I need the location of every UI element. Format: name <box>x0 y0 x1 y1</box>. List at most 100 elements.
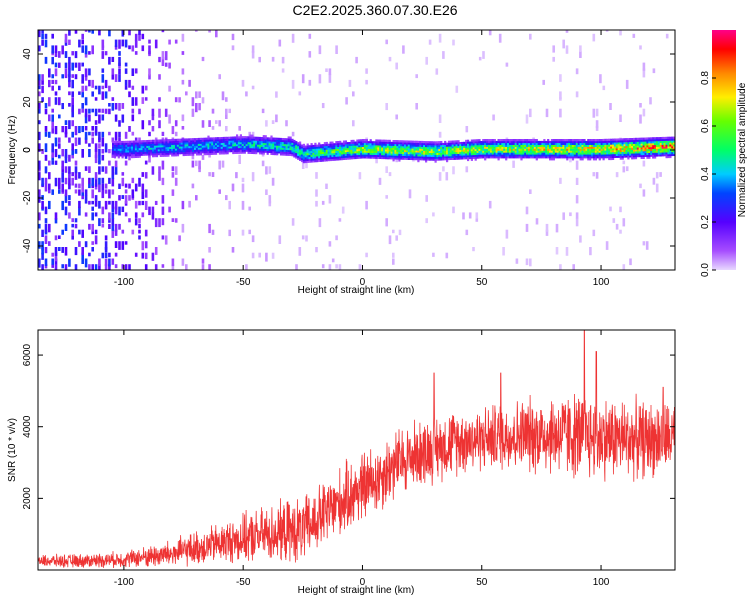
spectrogram-cell <box>507 142 510 145</box>
spectrogram-cell <box>142 151 145 154</box>
spectrogram-cell <box>549 152 552 155</box>
spectrogram-cell <box>654 152 657 155</box>
spectrogram-cell <box>381 149 384 152</box>
spectrogram-cell <box>104 143 108 153</box>
spectrogram-cell <box>153 151 157 154</box>
spectrogram-cell <box>419 140 422 144</box>
spectrogram-cell <box>173 150 176 153</box>
spectrogram-cell <box>442 150 445 153</box>
spectrogram-cell <box>293 151 296 154</box>
spectrogram-cell <box>392 143 395 146</box>
spectrogram-cell <box>113 140 117 144</box>
y-tick-label: 6000 <box>22 344 33 367</box>
spectrogram-cell <box>167 144 170 148</box>
spectrogram-cell <box>388 235 392 245</box>
spectrogram-cell <box>526 146 529 149</box>
spectrogram-cell <box>64 68 68 77</box>
spectrogram-cell <box>131 150 134 153</box>
spectrogram-cell <box>315 189 318 197</box>
spectrogram-cell <box>124 85 128 90</box>
spectrogram-cell <box>306 143 309 146</box>
spectrogram-cell <box>258 144 262 147</box>
spectrogram-cell <box>71 223 74 228</box>
spectrogram-cell <box>281 138 284 141</box>
spectrogram-cell <box>157 149 160 152</box>
spectrogram-cell <box>528 144 531 147</box>
spectrogram-cell <box>465 139 468 142</box>
spectrogram-cell <box>337 146 340 149</box>
spectrogram-cell <box>68 212 71 219</box>
spectrogram-cell <box>38 195 41 203</box>
spectrogram-cell <box>645 241 649 250</box>
spectrogram-cell <box>363 142 367 145</box>
spectrogram-cell <box>161 218 165 226</box>
spectrogram-cell <box>525 206 529 215</box>
spectrogram-cell <box>186 153 189 156</box>
spectrogram-cell <box>491 139 494 142</box>
spectrogram-cell <box>195 195 198 201</box>
spectrogram-cell <box>531 148 535 151</box>
spectrogram-cell <box>615 148 618 151</box>
spectrogram-y-label: Frequency (Hz) <box>7 116 18 185</box>
spectrogram-cell <box>415 144 418 147</box>
spectrogram-cell <box>491 152 494 155</box>
spectrogram-cell <box>425 158 428 161</box>
spectrogram-cell <box>101 39 105 48</box>
spectrogram-cell <box>161 131 165 136</box>
spectrogram-cell <box>247 145 250 149</box>
spectrogram-cell <box>570 150 573 153</box>
spectrogram-cell <box>476 139 479 142</box>
spectrogram-cell <box>451 152 454 155</box>
spectrogram-cell <box>171 218 175 222</box>
spectrogram-cell <box>289 153 292 156</box>
spectrogram-cell <box>474 145 477 148</box>
spectrogram-cell <box>131 85 135 90</box>
spectrogram-cell <box>417 158 420 161</box>
spectrogram-cell <box>51 56 54 65</box>
spectrogram-cell <box>325 149 328 152</box>
spectrogram-cell <box>501 146 504 149</box>
spectrogram-cell <box>438 158 441 161</box>
spectrogram-cell <box>44 33 48 39</box>
spectrogram-cell <box>98 154 101 163</box>
spectrogram-cell <box>133 146 136 149</box>
spectrogram-cell <box>230 138 233 141</box>
spectrogram-cell <box>289 140 292 143</box>
spectrogram-cell <box>384 153 388 156</box>
spectrogram-cell <box>108 149 111 154</box>
spectrogram-cell <box>541 156 544 159</box>
spectrogram-cell <box>258 152 262 155</box>
spectrogram-cell <box>428 152 431 155</box>
spectrogram-cell <box>362 140 365 144</box>
spectrogram-cell <box>409 144 412 147</box>
spectrogram-cell <box>392 258 395 265</box>
spectrogram-cell <box>44 154 48 161</box>
spectrogram-cell <box>640 147 643 150</box>
spectrogram-cell <box>367 148 370 151</box>
spectrogram-cell <box>541 144 544 147</box>
spectrogram-cell <box>659 150 662 153</box>
spectrogram-cell <box>413 144 416 147</box>
spectrogram-cell <box>644 137 647 140</box>
spectrogram-cell <box>148 120 151 126</box>
spectrogram-cell <box>566 140 569 144</box>
spectrogram-cell <box>648 156 651 159</box>
spectrogram-cell <box>287 138 290 141</box>
spectrogram-cell <box>631 141 634 144</box>
spectrogram-cell <box>198 91 201 98</box>
spectrogram-cell <box>255 138 258 141</box>
spectrogram-cell <box>625 166 629 172</box>
spectrogram-cell <box>245 147 248 150</box>
spectrogram-cell <box>278 39 282 47</box>
spectrogram-cell <box>151 212 155 220</box>
spectrogram-cell <box>581 140 584 144</box>
spectrogram-cell <box>310 152 313 155</box>
spectrogram-cell <box>568 152 571 155</box>
spectrogram-cell <box>125 154 128 157</box>
spectrogram-cell <box>218 150 221 153</box>
spectrogram-cell <box>264 150 267 153</box>
spectrogram-cell <box>101 154 105 161</box>
spectrogram-cell <box>367 152 370 155</box>
spectrogram-cell <box>541 146 544 149</box>
spectrogram-cell <box>251 235 255 243</box>
